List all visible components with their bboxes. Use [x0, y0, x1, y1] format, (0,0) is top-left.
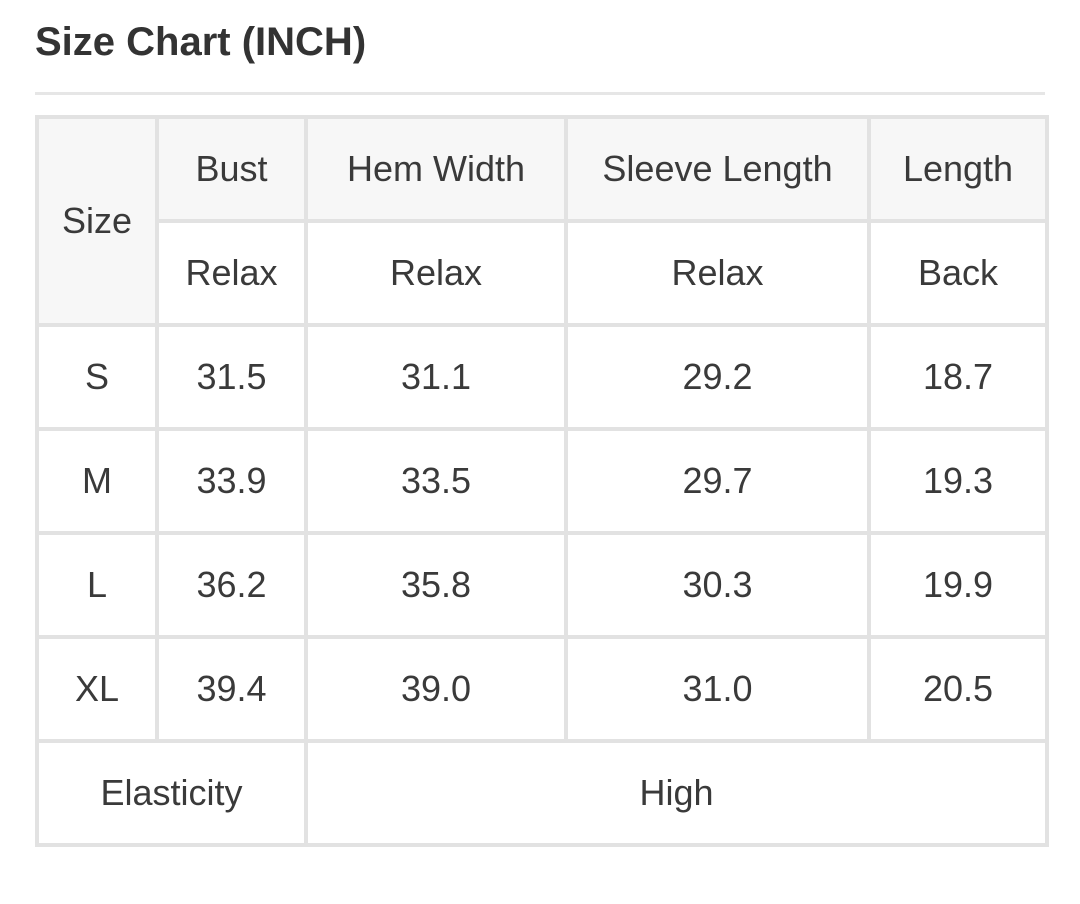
value-s-length: 18.7	[867, 323, 1049, 431]
value-s-sleeve-length: 29.2	[564, 323, 871, 431]
table-row-size-l: L 36.2 35.8 30.3 19.9	[35, 531, 1049, 639]
sub-header-bust: Relax	[155, 219, 308, 327]
value-s-bust: 31.5	[155, 323, 308, 431]
title-divider	[35, 92, 1045, 95]
column-header-length: Length	[867, 115, 1049, 223]
value-xl-length: 20.5	[867, 635, 1049, 743]
table-row-elasticity: Elasticity High	[35, 739, 1049, 847]
page-title: Size Chart (INCH)	[35, 20, 367, 64]
size-label-l: L	[35, 531, 159, 639]
value-l-hem-width: 35.8	[304, 531, 568, 639]
size-label-m: M	[35, 427, 159, 535]
column-header-bust: Bust	[155, 115, 308, 223]
size-label-xl: XL	[35, 635, 159, 743]
table-row-size-s: S 31.5 31.1 29.2 18.7	[35, 323, 1049, 431]
sub-header-length: Back	[867, 219, 1049, 327]
table-row-size-m: M 33.9 33.5 29.7 19.3	[35, 427, 1049, 535]
column-header-hem-width: Hem Width	[304, 115, 568, 223]
value-l-bust: 36.2	[155, 531, 308, 639]
sub-header-hem-width: Relax	[304, 219, 568, 327]
value-xl-hem-width: 39.0	[304, 635, 568, 743]
header-row-sub: Relax Relax Relax Back	[37, 219, 1049, 327]
value-xl-sleeve-length: 31.0	[564, 635, 871, 743]
value-l-length: 19.9	[867, 531, 1049, 639]
corner-header-size: Size	[35, 115, 159, 327]
value-l-sleeve-length: 30.3	[564, 531, 871, 639]
column-header-sleeve-length: Sleeve Length	[564, 115, 871, 223]
value-m-length: 19.3	[867, 427, 1049, 535]
value-m-sleeve-length: 29.7	[564, 427, 871, 535]
size-chart-table: Size Bust Hem Width Sleeve Length Length…	[35, 115, 1049, 847]
elasticity-label-cell: Elasticity	[35, 739, 308, 847]
size-label-s: S	[35, 323, 159, 431]
elasticity-value-cell: High	[304, 739, 1049, 847]
value-s-hem-width: 31.1	[304, 323, 568, 431]
value-m-bust: 33.9	[155, 427, 308, 535]
sub-header-sleeve-length: Relax	[564, 219, 871, 327]
value-xl-bust: 39.4	[155, 635, 308, 743]
header-row-main: Size Bust Hem Width Sleeve Length Length	[35, 115, 1049, 327]
value-m-hem-width: 33.5	[304, 427, 568, 535]
table-row-size-xl: XL 39.4 39.0 31.0 20.5	[35, 635, 1049, 743]
